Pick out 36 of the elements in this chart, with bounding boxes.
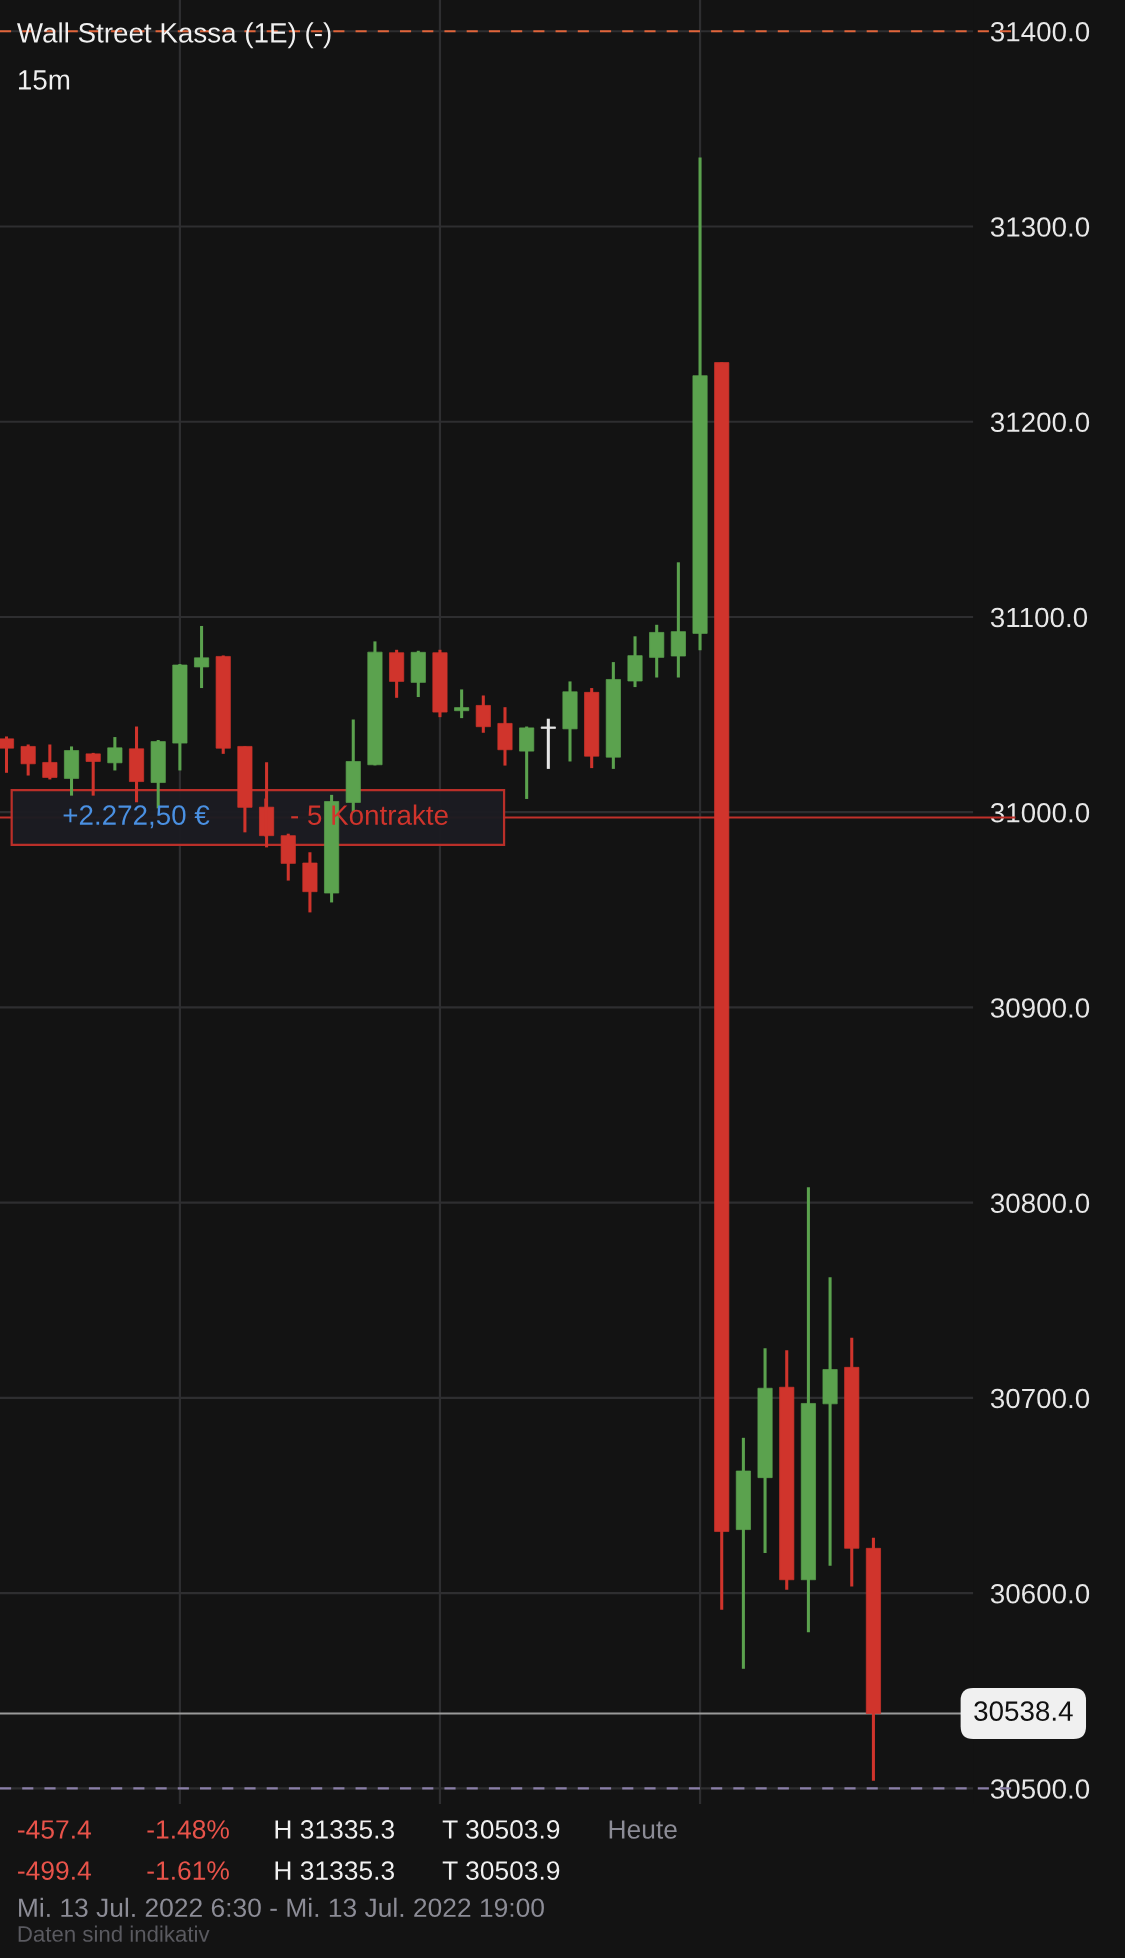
y-tick-label: 30600.0 bbox=[990, 1583, 1090, 1604]
text: -1.48% bbox=[147, 1820, 229, 1839]
text: T 30503.9 bbox=[442, 1820, 560, 1839]
y-tick-label: 31300.0 bbox=[990, 217, 1090, 237]
y-tick-label: 30500.0 bbox=[990, 1779, 1090, 1799]
text: H 31335.3 bbox=[275, 1820, 394, 1839]
candlestick bbox=[540, 718, 556, 769]
candlestick bbox=[107, 737, 123, 771]
ref-line-label: +2.272,50 € bbox=[63, 805, 210, 829]
text: Daten sind indikativ bbox=[18, 1925, 210, 1942]
y-tick-label: 30900.0 bbox=[990, 998, 1090, 1018]
candlestick bbox=[0, 736, 14, 773]
y-tick-label: 30700.0 bbox=[990, 1388, 1090, 1409]
y-tick-label: 31100.0 bbox=[990, 607, 1088, 628]
y-tick-label: 31400.0 bbox=[990, 21, 1090, 42]
candlestick bbox=[20, 744, 36, 776]
text: H 31335.3 bbox=[275, 1861, 394, 1880]
text: T 30503.9 bbox=[442, 1861, 560, 1880]
text: -457.4 bbox=[18, 1820, 91, 1839]
y-tick-label: 31200.0 bbox=[990, 412, 1090, 433]
y-tick-label: 31000.0 bbox=[990, 802, 1090, 823]
candlestick bbox=[194, 625, 210, 690]
candlestick bbox=[85, 751, 101, 796]
text: Heute bbox=[609, 1820, 677, 1839]
text: Mi. 13 Jul. 2022 6:30 - Mi. 13 Jul. 2022 19:00 bbox=[19, 1897, 544, 1918]
candlestick bbox=[475, 695, 491, 733]
candlestick bbox=[454, 689, 470, 720]
text: -499.4 bbox=[18, 1861, 91, 1880]
text: 15m bbox=[18, 70, 70, 90]
text: -1.61% bbox=[147, 1861, 229, 1880]
y-tick-label: 30800.0 bbox=[990, 1193, 1090, 1214]
candlestick bbox=[822, 1277, 838, 1566]
candlestick bbox=[519, 726, 535, 799]
candlestick bbox=[42, 744, 58, 780]
text: Wall Street Kassa (1E) (-) bbox=[17, 22, 331, 49]
ref-line-label: 30538.4 bbox=[974, 1701, 1073, 1721]
